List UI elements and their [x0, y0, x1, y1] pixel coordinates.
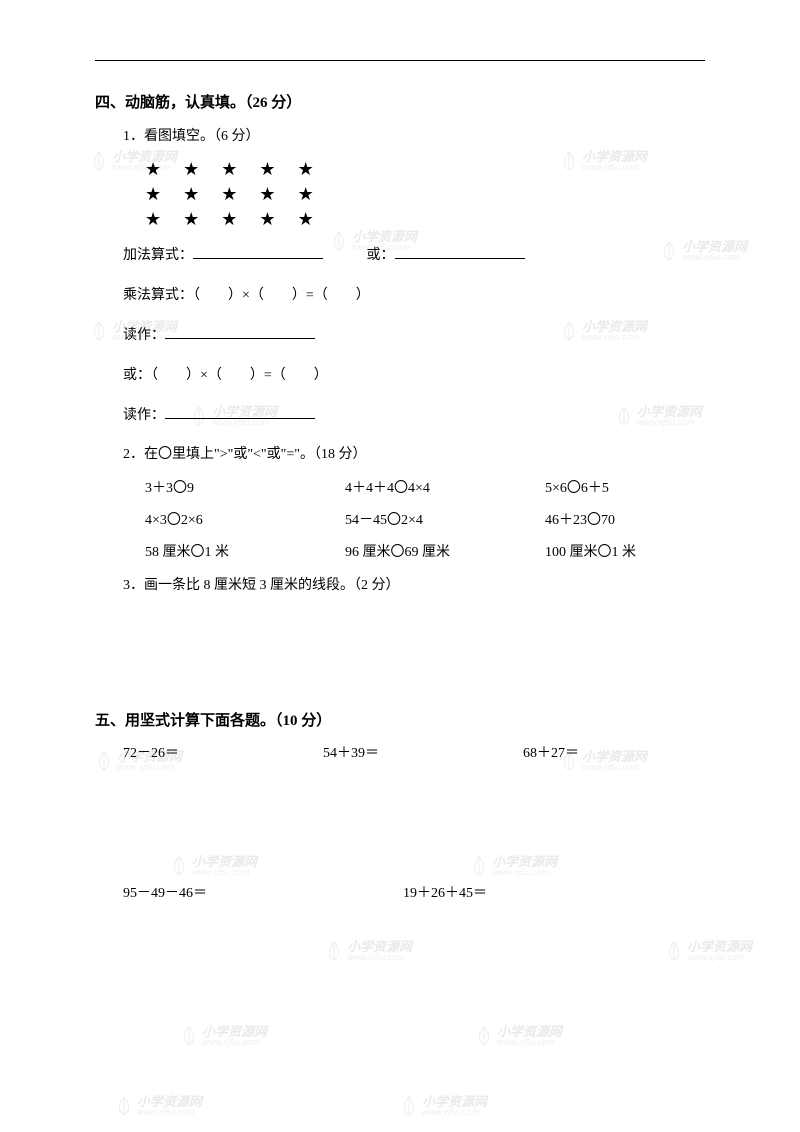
blank-underline: [165, 402, 315, 419]
star-icon: ★: [183, 209, 199, 230]
read-as-line-2: 读作：: [123, 402, 705, 430]
star-row: ★ ★ ★ ★ ★: [145, 184, 705, 205]
comparison-item: 58 厘米〇1 米: [145, 541, 345, 561]
calc-problem: 54＋39＝: [323, 742, 523, 762]
section-4: 四、动脑筋，认真填。（26 分） 1．看图填空。（6 分） ★★★★★★★★★★…: [95, 91, 705, 599]
comparison-item: 100 厘米〇1 米: [545, 541, 705, 561]
star-icon: ★: [183, 159, 199, 180]
watermark: 小学资源网www.xj5u.com: [475, 1025, 562, 1047]
read-label: 读作：: [123, 328, 165, 343]
top-horizontal-rule: [95, 60, 705, 61]
comparison-item: 54－45〇2×4: [345, 509, 545, 529]
or-formula-line: 或：（ ）×（ ）=（ ）: [123, 362, 705, 390]
star-icon: ★: [221, 159, 237, 180]
star-icon: ★: [259, 159, 275, 180]
section-4-heading: 四、动脑筋，认真填。（26 分）: [95, 91, 705, 112]
add-label: 加法算式：: [123, 248, 193, 263]
or-label: 或：: [367, 248, 395, 263]
star-icon: ★: [259, 184, 275, 205]
comparison-item: 3＋3〇9: [145, 477, 345, 497]
comparison-item: 96 厘米〇69 厘米: [345, 541, 545, 561]
section-5: 五、用坚式计算下面各题。（10 分） 72－26＝54＋39＝68＋27＝ 95…: [95, 709, 705, 902]
read-as-line: 读作：: [123, 322, 705, 350]
calc-row-1: 72－26＝54＋39＝68＋27＝: [123, 742, 705, 762]
q1-title: 1．看图填空。（6 分）: [123, 124, 705, 149]
watermark: 小学资源网www.xj5u.com: [665, 940, 752, 962]
star-row: ★ ★ ★ ★ ★: [145, 159, 705, 180]
star-row: ★ ★ ★ ★ ★: [145, 209, 705, 230]
star-icon: ★: [145, 184, 161, 205]
star-icon: ★: [298, 159, 314, 180]
q3-title: 3．画一条比 8 厘米短 3 厘米的线段。（2 分）: [123, 573, 705, 598]
star-icon: ★: [298, 184, 314, 205]
calc-row-2: 95－49－46＝19＋26＋45＝: [123, 882, 705, 902]
comparison-item: 4＋4＋4〇4×4: [345, 477, 545, 497]
mul-label: 乘法算式：（ ）×（ ）=（ ）: [123, 288, 370, 303]
star-icon: ★: [145, 209, 161, 230]
stars-grid: ★ ★ ★ ★ ★ ★ ★ ★ ★ ★ ★ ★ ★ ★ ★: [145, 159, 705, 230]
blank-underline: [193, 242, 323, 259]
comparison-item: 5×6〇6＋5: [545, 477, 705, 497]
comparison-item: 46＋23〇70: [545, 509, 705, 529]
calc-problem: 19＋26＋45＝: [403, 882, 683, 902]
read2-label: 读作：: [123, 408, 165, 423]
blank-underline: [395, 242, 525, 259]
comparison-item: 4×3〇2×6: [145, 509, 345, 529]
star-icon: ★: [145, 159, 161, 180]
addition-formula-line: 加法算式： 或：: [123, 242, 705, 270]
section-5-heading: 五、用坚式计算下面各题。（10 分）: [95, 709, 705, 730]
calc-problem: 95－49－46＝: [123, 882, 403, 902]
star-icon: ★: [183, 184, 199, 205]
star-icon: ★: [221, 209, 237, 230]
or2-label: 或：（ ）×（ ）=（ ）: [123, 368, 328, 383]
comparison-grid: 3＋3〇94＋4＋4〇4×45×6〇6＋5 4×3〇2×654－45〇2×446＋…: [145, 477, 705, 561]
star-icon: ★: [259, 209, 275, 230]
star-icon: ★: [298, 209, 314, 230]
multiplication-formula-line: 乘法算式：（ ）×（ ）=（ ）: [123, 282, 705, 310]
calc-problem: 68＋27＝: [523, 742, 683, 762]
watermark: 小学资源网www.xj5u.com: [325, 940, 412, 962]
star-icon: ★: [221, 184, 237, 205]
watermark: 小学资源网www.xj5u.com: [400, 1095, 487, 1117]
q2-title: 2．在〇里填上">"或"<"或"="。（18 分）: [123, 442, 705, 467]
watermark: 小学资源网www.xj5u.com: [180, 1025, 267, 1047]
calc-problem: 72－26＝: [123, 742, 323, 762]
blank-underline: [165, 322, 315, 339]
watermark: 小学资源网www.xj5u.com: [115, 1095, 202, 1117]
